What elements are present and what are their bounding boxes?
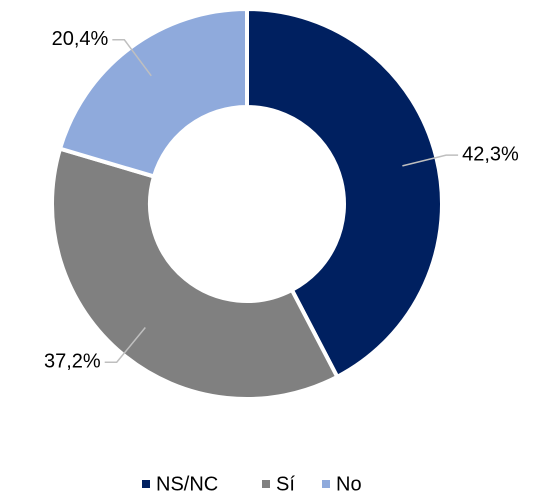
leader-line bbox=[402, 154, 459, 167]
legend-label: No bbox=[336, 473, 362, 495]
legend-swatch bbox=[322, 480, 330, 488]
legend-swatch bbox=[262, 480, 270, 488]
donut-slice bbox=[50, 146, 340, 401]
data-label: 20,4% bbox=[52, 28, 109, 50]
leader-line bbox=[104, 327, 146, 364]
legend-label: NS/NC bbox=[156, 473, 218, 495]
data-label: 42,3% bbox=[462, 143, 519, 165]
donut-slice bbox=[245, 6, 444, 380]
data-label: 37,2% bbox=[44, 351, 101, 373]
legend-label: Sí bbox=[276, 473, 295, 495]
legend-swatch bbox=[142, 480, 150, 488]
donut-slice bbox=[57, 6, 249, 179]
leader-line bbox=[112, 39, 152, 77]
